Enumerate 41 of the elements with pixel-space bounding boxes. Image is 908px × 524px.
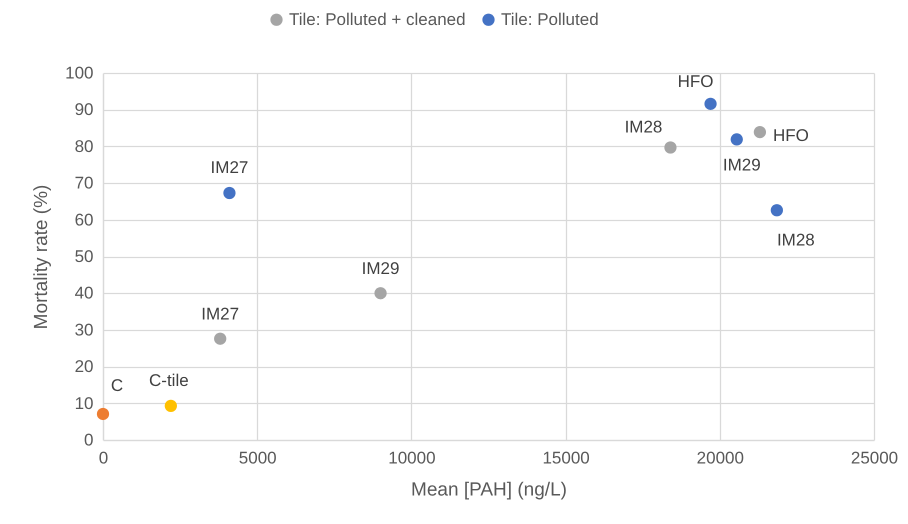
x-tick-label: 0 bbox=[98, 448, 108, 468]
point bbox=[770, 204, 783, 216]
annotation: HFO bbox=[772, 126, 809, 146]
annotation: IM27 bbox=[201, 304, 240, 324]
x-tick-label: 5000 bbox=[238, 448, 277, 468]
point bbox=[754, 126, 766, 138]
x-tick-label: 15000 bbox=[542, 448, 590, 468]
point bbox=[704, 98, 717, 110]
point bbox=[374, 287, 387, 300]
point bbox=[730, 133, 743, 146]
y-tick-label: 0 bbox=[84, 430, 94, 450]
annotation: IM29 bbox=[362, 259, 400, 278]
y-tick-label: 50 bbox=[74, 247, 94, 266]
y-tick-label: 60 bbox=[74, 210, 94, 230]
point bbox=[664, 141, 677, 154]
legend-label: Tile: Polluted + cleaned bbox=[289, 10, 466, 29]
x-tick-label: 20000 bbox=[696, 448, 744, 468]
y-tick-label: 10 bbox=[74, 394, 94, 413]
legend-label: Tile: Polluted bbox=[501, 10, 599, 29]
y-tick-label: 30 bbox=[74, 320, 94, 340]
x-tick-label: 10000 bbox=[388, 448, 436, 468]
annotation: IM28 bbox=[776, 230, 815, 250]
x-tick-label: 25000 bbox=[850, 448, 898, 468]
point bbox=[96, 408, 110, 420]
annotation: IM29 bbox=[722, 155, 761, 174]
annotation: C-tile bbox=[149, 370, 189, 390]
annotation: C bbox=[110, 376, 124, 395]
annotation: IM27 bbox=[210, 158, 248, 178]
y-tick-label: 20 bbox=[74, 357, 94, 376]
point bbox=[164, 400, 177, 412]
point bbox=[223, 186, 236, 200]
y-tick-label: 90 bbox=[74, 100, 94, 120]
point bbox=[214, 332, 226, 345]
y-tick-label: 100 bbox=[65, 64, 94, 82]
annotation: IM28 bbox=[624, 118, 662, 136]
y-tick-label: 40 bbox=[74, 284, 94, 303]
annotation: HFO bbox=[678, 72, 714, 91]
y-tick-label: 70 bbox=[74, 174, 94, 193]
x-axis-title: Mean [PAH] (ng/L) bbox=[411, 480, 567, 500]
y-tick-label: 80 bbox=[74, 136, 94, 156]
y-axis-title: Mortality rate (%) bbox=[31, 184, 52, 330]
